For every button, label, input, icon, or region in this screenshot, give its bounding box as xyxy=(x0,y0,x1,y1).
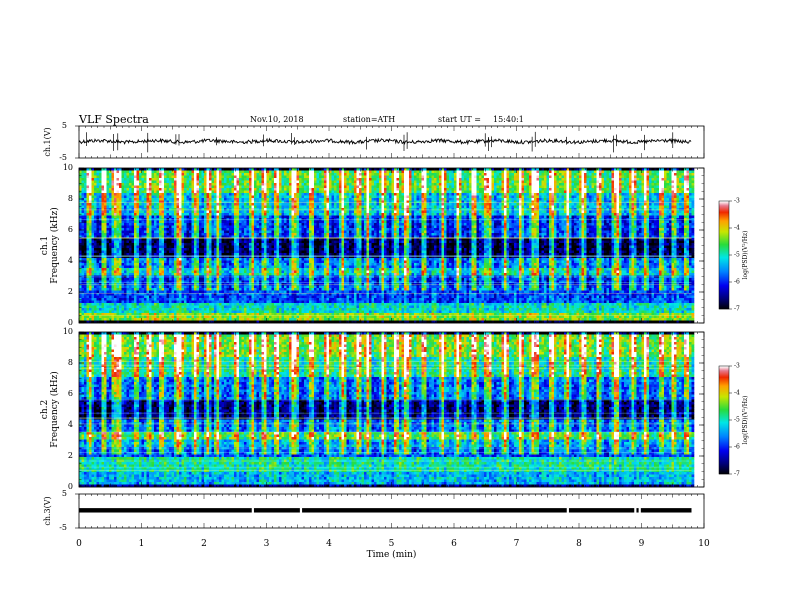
y-tick-label: 5 xyxy=(62,121,67,130)
colorbar-label: log(PSD)(V²/Hz) xyxy=(742,231,749,280)
x-tick-label: 5 xyxy=(389,539,395,549)
spec2-spectrogram-image xyxy=(79,332,695,488)
x-tick-label: 4 xyxy=(326,539,332,549)
colorbar-tick-label: -3 xyxy=(734,363,740,370)
frequency-tick-label: 0 xyxy=(68,482,73,491)
ch3-gap xyxy=(299,507,303,514)
ch3-gap xyxy=(634,507,637,514)
spec2-ylabel: Frequency (kHz) xyxy=(49,371,60,448)
x-tick-label: 10 xyxy=(698,539,710,549)
ch1-ylabel: ch.1(V) xyxy=(43,127,52,156)
colorbar-label: log(PSD)(V²/Hz) xyxy=(742,396,749,445)
frequency-tick-label: 10 xyxy=(63,327,73,336)
x-axis-label: Time (min) xyxy=(367,549,417,560)
x-tick-label: 2 xyxy=(201,539,207,549)
frequency-tick-label: 4 xyxy=(68,420,73,429)
x-tick-label: 8 xyxy=(576,539,582,549)
ch3-waveform-band xyxy=(79,508,692,513)
x-tick-label: 9 xyxy=(639,539,645,549)
x-tick-label: 3 xyxy=(264,539,270,549)
colorbar-tick-label: -6 xyxy=(734,444,740,451)
station-label: station=ATH xyxy=(343,115,395,124)
colorbar-tick-label: -7 xyxy=(734,471,740,478)
ch3-gap xyxy=(566,507,569,514)
frequency-tick-label: 2 xyxy=(68,451,73,460)
x-tick-label: 6 xyxy=(451,539,457,549)
frequency-tick-label: 6 xyxy=(68,389,73,398)
spec1-spectrogram-image xyxy=(79,168,695,324)
frequency-tick-label: 6 xyxy=(68,225,73,234)
ch3-ylabel: ch.3(V) xyxy=(43,496,52,525)
ch1-waveform-line xyxy=(78,137,692,146)
date-label: Nov.10, 2018 xyxy=(250,115,304,124)
ch3-gap xyxy=(638,507,641,514)
y-tick-label: -5 xyxy=(59,523,67,532)
frequency-tick-label: 8 xyxy=(68,358,73,367)
colorbar-tick-label: -3 xyxy=(734,198,740,205)
colorbar-tick-label: -6 xyxy=(734,279,740,286)
frequency-tick-label: 2 xyxy=(68,287,73,296)
spec2-colorbar: -3 -4 -5 -6 -7 log(PSD)(V²/Hz) xyxy=(718,363,749,478)
start-time-value: 15:40:1 xyxy=(493,115,524,124)
y-tick-label: -5 xyxy=(59,153,67,162)
colorbar-tick-label: -4 xyxy=(734,225,740,232)
spec1-channel-label: ch.1 xyxy=(40,236,50,255)
spec1-colorbar: -3 -4 -5 -6 -7 log(PSD)(V²/Hz) xyxy=(718,198,749,313)
frequency-tick-label: 0 xyxy=(68,318,73,327)
colorbar-tick-label: -7 xyxy=(734,306,740,313)
y-tick-label: 5 xyxy=(62,489,67,498)
spec2-channel-label: ch.2 xyxy=(40,400,50,419)
colorbar-tick-label: -5 xyxy=(734,417,740,424)
spec1-ylabel: Frequency (kHz) xyxy=(49,207,60,284)
colorbar-tick-label: -5 xyxy=(734,252,740,259)
frequency-tick-label: 4 xyxy=(68,256,73,265)
x-tick-label: 1 xyxy=(139,539,145,549)
frequency-tick-label: 10 xyxy=(63,163,73,172)
x-tick-label: 7 xyxy=(514,539,520,549)
colorbar-tick-label: -4 xyxy=(734,390,740,397)
figure-title: VLF Spectra xyxy=(79,113,149,126)
frequency-tick-label: 8 xyxy=(68,194,73,203)
start-time-label: start UT = xyxy=(438,115,481,124)
x-tick-label: 0 xyxy=(76,539,82,549)
ch3-gap xyxy=(251,507,254,514)
